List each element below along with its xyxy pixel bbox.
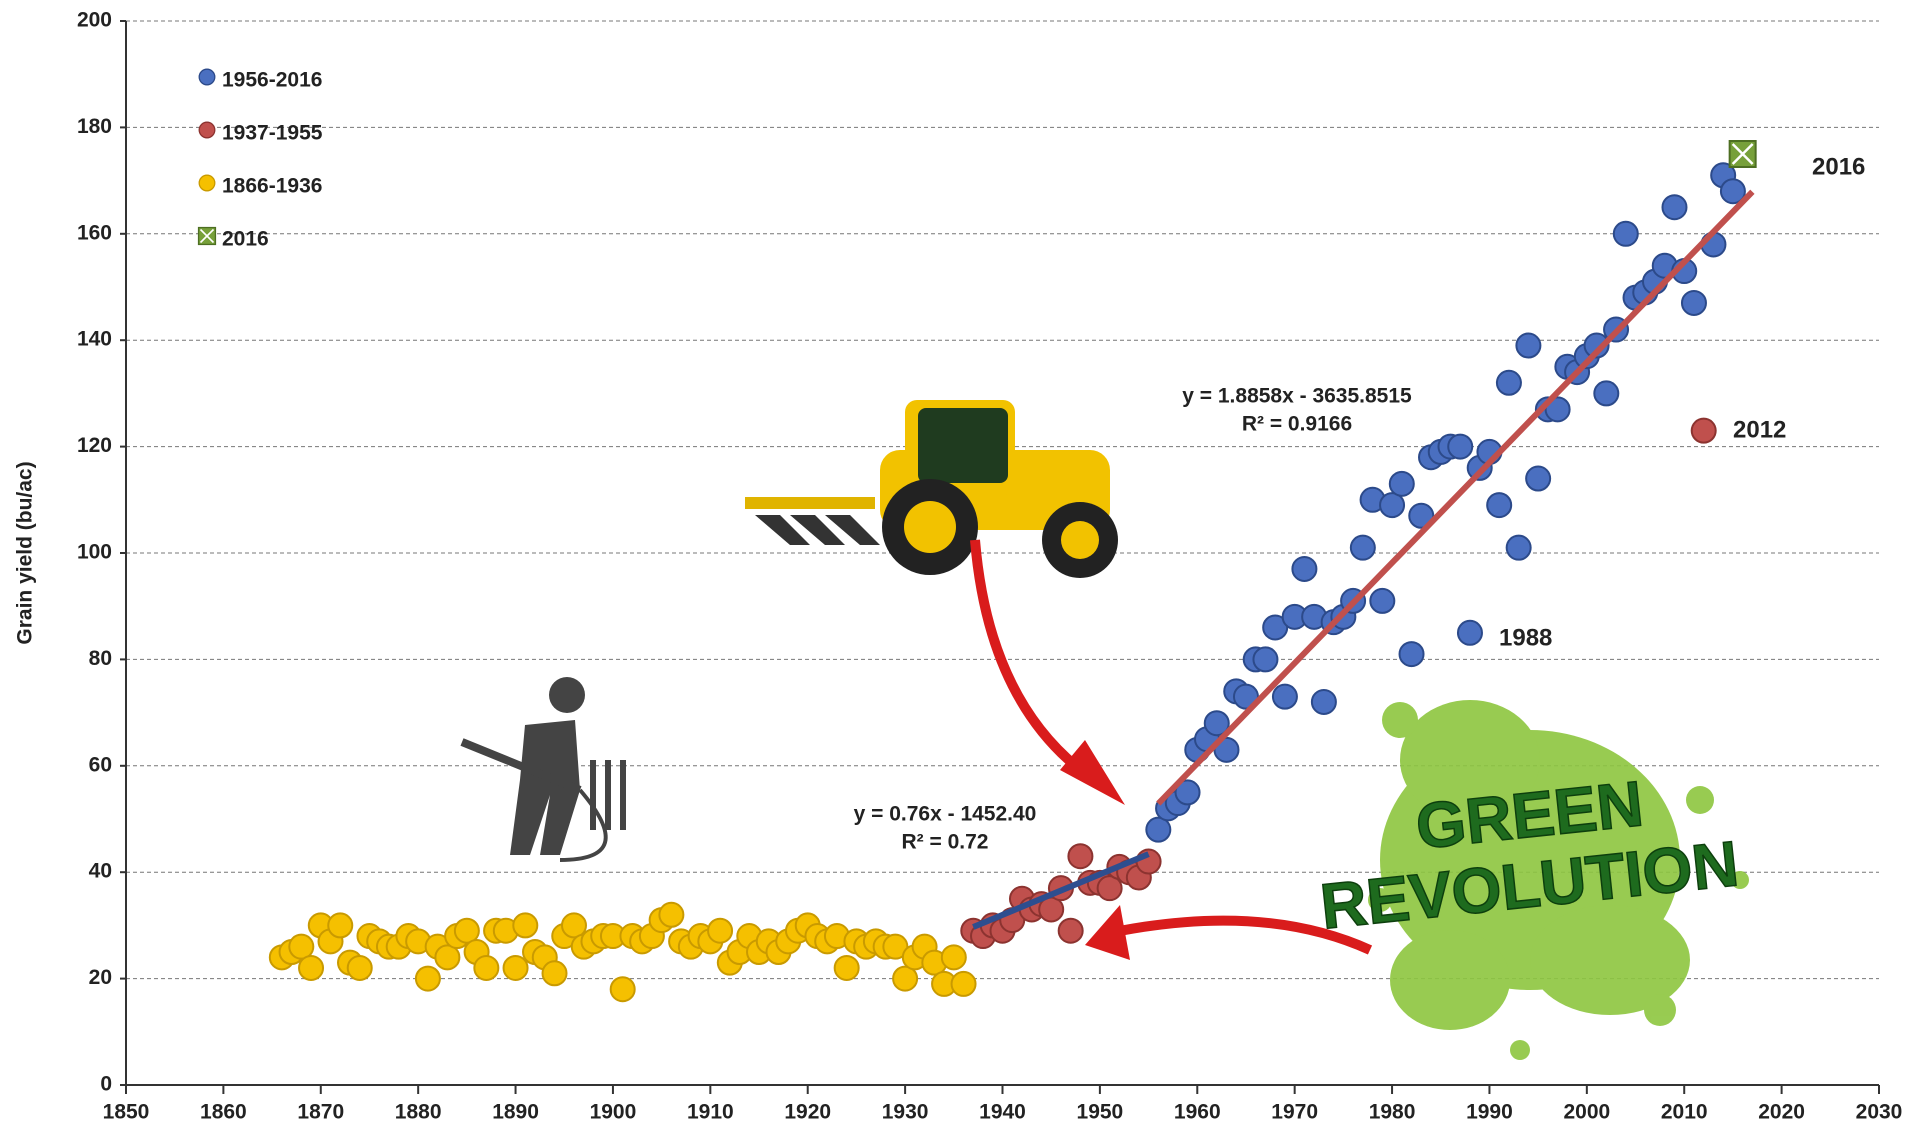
data-point [348, 956, 372, 980]
data-point [708, 919, 732, 943]
x-tick-label: 1980 [1369, 1101, 1416, 1124]
y-tick-label: 20 [89, 966, 112, 989]
y-tick-label: 80 [89, 647, 112, 670]
data-point [1730, 141, 1756, 167]
data-point [1497, 371, 1521, 395]
legend-marker [199, 175, 215, 191]
tractor-icon [745, 400, 1118, 578]
x-tick-label: 1900 [590, 1101, 637, 1124]
x-tick-label: 1990 [1466, 1101, 1513, 1124]
chart: Grain yield (bu/ac) 0 20 40 60 80 100 120 140 16… [0, 0, 1912, 1137]
data-point [1273, 685, 1297, 709]
data-point [299, 956, 323, 980]
y-tick-label: 40 [89, 860, 112, 883]
y-tick-label: 160 [77, 221, 112, 244]
data-point [1526, 467, 1550, 491]
y-tick-label: 180 [77, 115, 112, 138]
data-point [611, 977, 635, 1001]
data-point [1516, 334, 1540, 358]
x-tick-label: 2030 [1856, 1101, 1903, 1124]
y-tick-label: 0 [100, 1073, 112, 1096]
trend-r2: R² = 0.72 [902, 831, 989, 854]
x-tick-label: 1970 [1271, 1101, 1318, 1124]
data-point [1662, 195, 1686, 219]
data-point [474, 956, 498, 980]
arrows [975, 540, 1370, 950]
data-point [513, 913, 537, 937]
y-tick-label: 100 [77, 541, 112, 564]
data-point [504, 956, 528, 980]
legend-label: 1866-1936 [222, 175, 322, 198]
data-point [416, 967, 440, 991]
x-tick-label: 2000 [1563, 1101, 1610, 1124]
y-axis-title: Grain yield (bu/ac) [14, 461, 37, 644]
trend-equation: y = 0.76x - 1452.40 [854, 803, 1037, 826]
data-point [1292, 557, 1316, 581]
x-tick-label: 1960 [1174, 1101, 1221, 1124]
legend-label: 1956-2016 [222, 69, 322, 92]
trend-equation: y = 1.8858x - 3635.8515 [1182, 385, 1412, 408]
data-point [1448, 435, 1472, 459]
legend-label: 2016 [222, 228, 269, 251]
data-point [835, 956, 859, 980]
data-point [1507, 536, 1531, 560]
annotation: 2016 [1812, 153, 1865, 180]
legend-marker [199, 228, 216, 245]
annotation: 2012 [1733, 416, 1786, 443]
data-point [1068, 844, 1092, 868]
data-point [1682, 291, 1706, 315]
x-tick-label: 1950 [1077, 1101, 1124, 1124]
y-tick-label: 60 [89, 753, 112, 776]
y-tick-label: 200 [77, 9, 112, 32]
data-point [1487, 493, 1511, 517]
data-point [1137, 850, 1161, 874]
x-tick-label: 1880 [395, 1101, 442, 1124]
annotation: 1988 [1499, 624, 1552, 651]
x-tick-label: 1890 [492, 1101, 539, 1124]
data-point [1390, 472, 1414, 496]
x-tick-label: 2020 [1758, 1101, 1805, 1124]
legend-label: 1937-1955 [222, 122, 323, 145]
x-tick-label: 1930 [882, 1101, 929, 1124]
data-point [1253, 647, 1277, 671]
legend-marker [199, 69, 215, 85]
x-tick-label: 1920 [784, 1101, 831, 1124]
data-point [1370, 589, 1394, 613]
data-point [543, 961, 567, 985]
illustrations [462, 400, 1749, 1060]
data-point [952, 972, 976, 996]
data-point [659, 903, 683, 927]
x-tick-label: 1860 [200, 1101, 247, 1124]
x-tick-label: 1850 [103, 1101, 150, 1124]
data-point [942, 945, 966, 969]
trend-r2: R² = 0.9166 [1242, 413, 1352, 436]
data-point [1692, 419, 1716, 443]
data-point [1594, 381, 1618, 405]
farmer-icon [462, 677, 626, 860]
y-tick-label: 120 [77, 434, 112, 457]
data-point [1059, 919, 1083, 943]
x-tick-label: 1940 [979, 1101, 1026, 1124]
data-point [1312, 690, 1336, 714]
data-point [1458, 621, 1482, 645]
x-tick-label: 2010 [1661, 1101, 1708, 1124]
x-tick-label: 1870 [297, 1101, 344, 1124]
legend-marker [199, 122, 215, 138]
x-tick-label: 1910 [687, 1101, 734, 1124]
data-point [1351, 536, 1375, 560]
data-point [1614, 222, 1638, 246]
y-tick-label: 140 [77, 328, 112, 351]
data-point [1400, 642, 1424, 666]
data-point [328, 913, 352, 937]
